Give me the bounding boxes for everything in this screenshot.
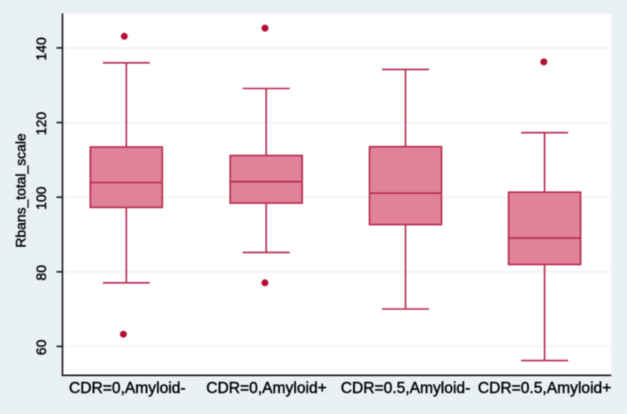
svg-text:CDR=0,Amyloid+: CDR=0,Amyloid+ bbox=[206, 380, 326, 397]
svg-text:80: 80 bbox=[33, 265, 49, 281]
svg-text:140: 140 bbox=[33, 37, 49, 61]
svg-text:120: 120 bbox=[33, 112, 49, 136]
svg-text:CDR=0.5,Amyloid-: CDR=0.5,Amyloid- bbox=[341, 380, 471, 397]
svg-text:CDR=0.5,Amyloid+: CDR=0.5,Amyloid+ bbox=[478, 380, 611, 397]
svg-text:CDR=0,Amyloid-: CDR=0,Amyloid- bbox=[69, 380, 186, 397]
svg-text:Rbans_total_scale: Rbans_total_scale bbox=[13, 133, 29, 248]
svg-text:60: 60 bbox=[33, 339, 49, 355]
svg-text:100: 100 bbox=[33, 186, 49, 210]
